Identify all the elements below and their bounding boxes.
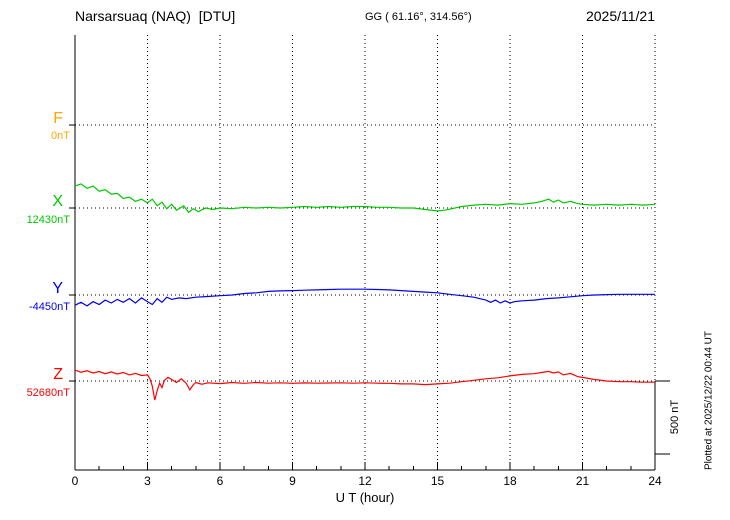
- x-tick-label: 3: [144, 474, 151, 488]
- trace-z: [74, 369, 655, 401]
- x-tick-label: 24: [648, 474, 662, 488]
- x-tick-label: 9: [289, 474, 296, 488]
- channel-label-f: F: [53, 110, 63, 127]
- x-tick-label: 21: [575, 474, 590, 488]
- channel-baseline-z: 52680nT: [26, 387, 70, 399]
- channel-label-x: X: [52, 193, 63, 210]
- station-title: Narsarsuaq (NAQ) [DTU]: [75, 8, 236, 24]
- channel-label-y: Y: [52, 280, 63, 297]
- plot-date: 2025/11/21: [585, 8, 655, 24]
- channel-baseline-f: 0nT: [51, 130, 70, 142]
- plotted-timestamp: Plotted at 2025/12/22 00:44 UT: [703, 331, 715, 470]
- x-axis-title: U T (hour): [335, 490, 395, 505]
- channel-baseline-y: -4450nT: [29, 301, 70, 313]
- trace-y: [74, 288, 655, 307]
- x-tick-label: 18: [503, 474, 517, 488]
- geographic-coordinates: GG ( 61.16°, 314.56°): [365, 11, 472, 23]
- channel-label-z: Z: [53, 366, 63, 383]
- channel-baseline-x: 12430nT: [26, 214, 70, 226]
- scale-bar-label: 500 nT: [669, 399, 681, 435]
- x-tick-label: 12: [358, 474, 372, 488]
- trace-x: [74, 183, 656, 214]
- x-tick-label: 0: [71, 474, 79, 488]
- x-tick-label: 15: [430, 474, 445, 488]
- x-tick-label: 6: [216, 474, 224, 488]
